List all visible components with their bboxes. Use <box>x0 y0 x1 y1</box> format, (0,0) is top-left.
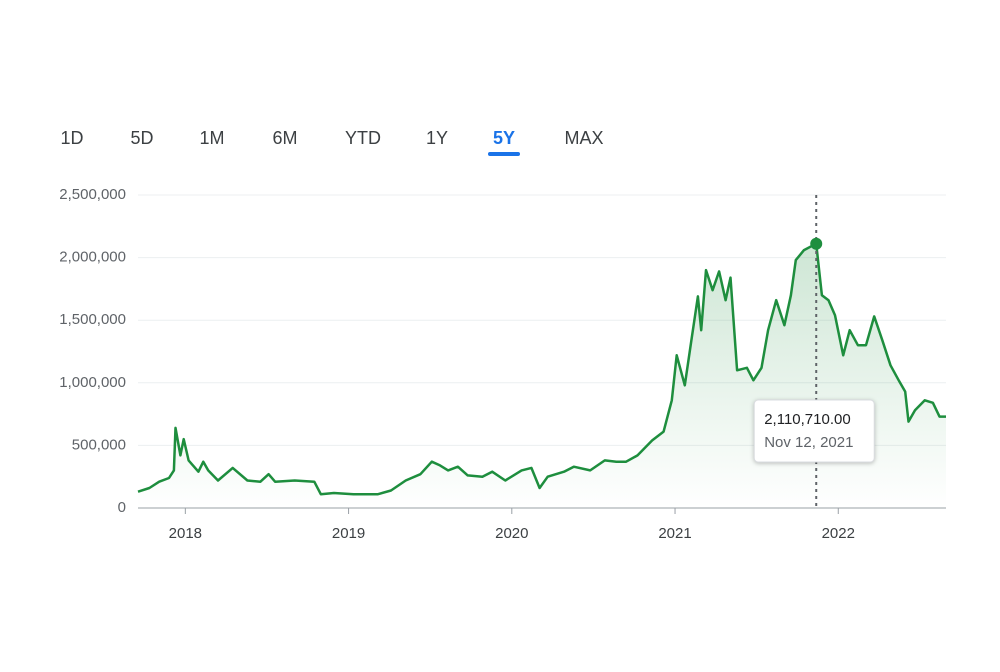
y-tick-label: 1,000,000 <box>59 374 126 391</box>
range-tab[interactable]: 6M <box>272 128 297 148</box>
range-tab[interactable]: 1M <box>199 128 224 148</box>
price-line <box>137 242 946 496</box>
x-tick-label: 2020 <box>495 525 528 542</box>
range-tab[interactable]: YTD <box>345 128 381 148</box>
range-tab[interactable]: 5Y <box>493 128 515 148</box>
y-tick-label: 0 <box>118 499 126 516</box>
y-tick-label: 2,500,000 <box>59 186 126 203</box>
tooltip-box <box>753 399 875 463</box>
range-tab[interactable]: MAX <box>564 128 603 148</box>
range-tab[interactable]: 1Y <box>426 128 448 148</box>
x-tick-label: 2018 <box>169 525 202 542</box>
range-tab[interactable]: 1D <box>60 128 83 148</box>
tooltip-marker <box>810 237 823 250</box>
x-tick-label: 2021 <box>658 525 691 542</box>
y-tick-label: 1,500,000 <box>59 311 126 328</box>
area <box>138 243 946 508</box>
x-tick-label: 2022 <box>822 525 855 542</box>
x-tick-label: 2019 <box>332 525 365 542</box>
tooltip: 2,110,710.00 Nov 12, 2021 <box>753 399 875 463</box>
y-tick-label: 500,000 <box>72 436 126 453</box>
selected-tab-underline <box>488 152 520 156</box>
range-tab[interactable]: 5D <box>130 128 153 148</box>
tooltip-value: 2,110,710.00 <box>764 411 850 428</box>
tooltip-date: Nov 12, 2021 <box>764 434 853 451</box>
y-tick-label: 2,000,000 <box>59 249 126 266</box>
